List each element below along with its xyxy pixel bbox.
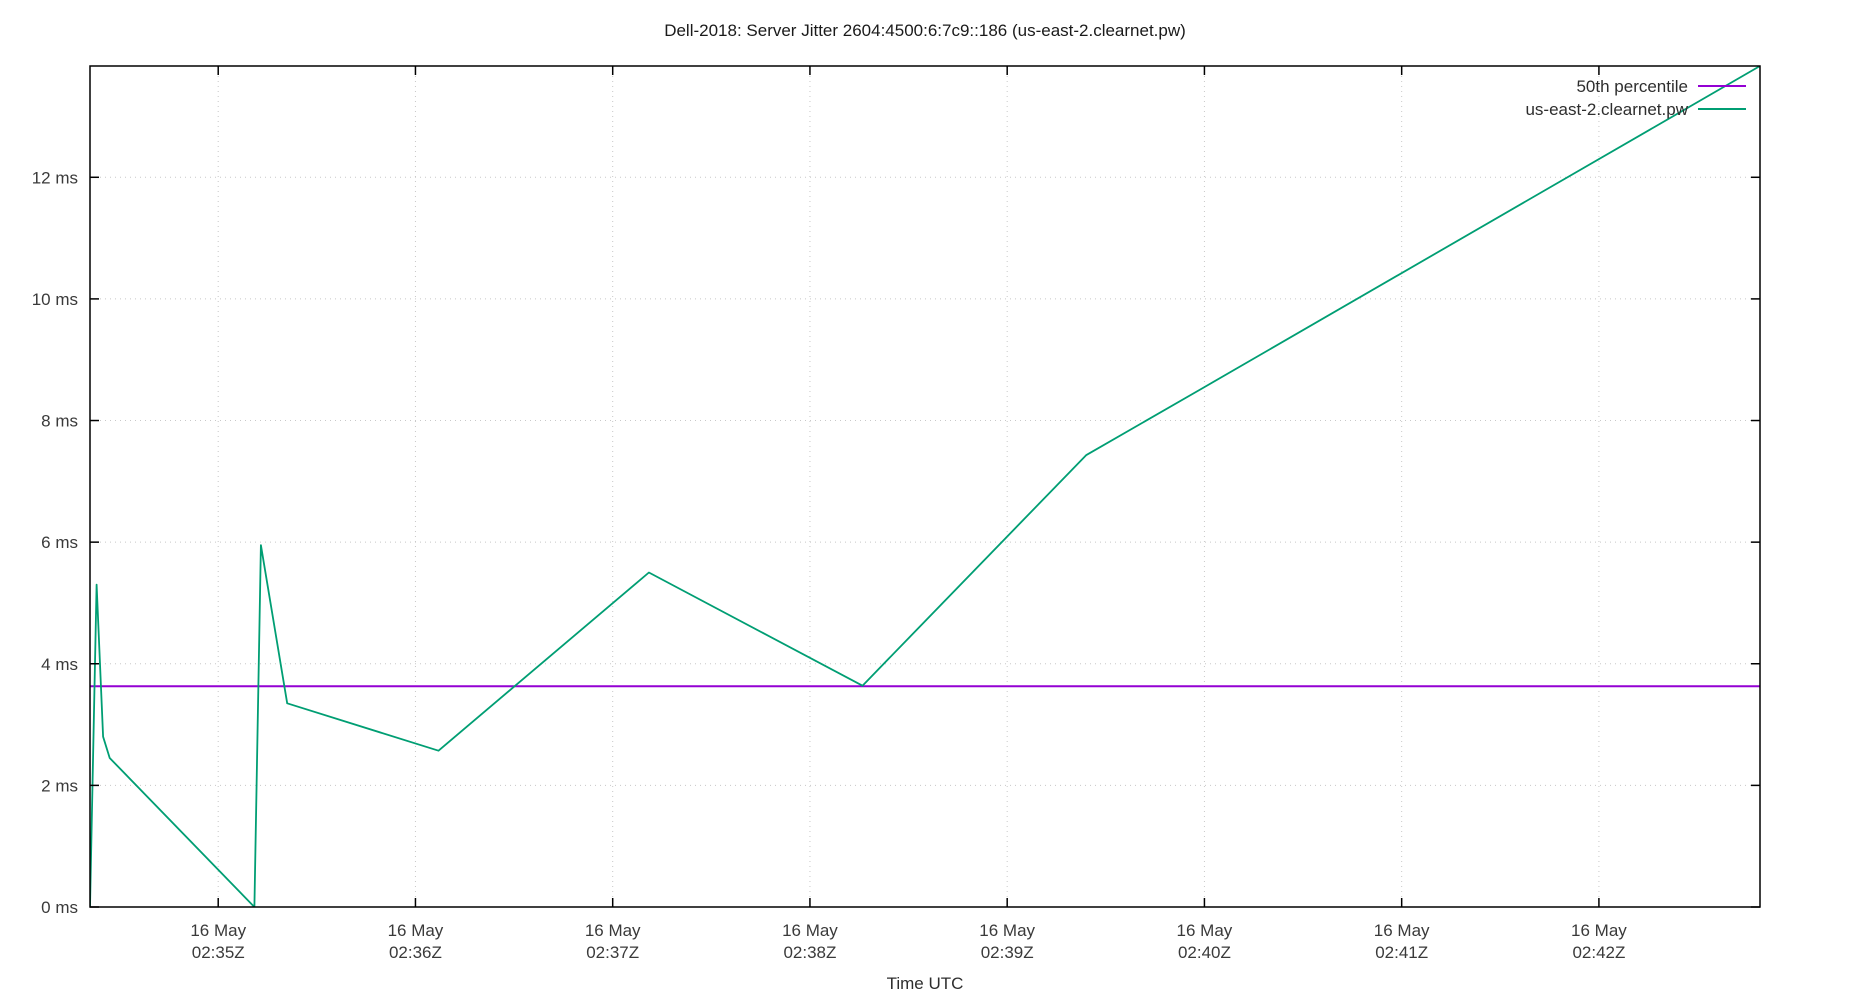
- x-tick-label-date: 16 May: [190, 921, 246, 940]
- data-line: [90, 66, 1760, 907]
- grid-layer: [90, 66, 1760, 907]
- y-tick-label: 10 ms: [32, 290, 78, 309]
- x-tick-label-time: 02:37Z: [586, 943, 639, 962]
- y-tick-label: 6 ms: [41, 533, 78, 552]
- y-tick-label: 2 ms: [41, 776, 78, 795]
- x-tick-label-time: 02:39Z: [981, 943, 1034, 962]
- legend-entry-label: 50th percentile: [1576, 77, 1688, 96]
- x-tick-label-time: 02:35Z: [192, 943, 245, 962]
- series-layer: [90, 66, 1760, 907]
- y-tick-label: 8 ms: [41, 412, 78, 431]
- tick-label-layer: 0 ms 2 ms 4 ms 6 ms 8 ms 10 ms 12 ms 16 May 02:3…: [32, 168, 1628, 962]
- x-tick-label-date: 16 May: [1177, 921, 1233, 940]
- x-tick-label-date: 16 May: [979, 921, 1035, 940]
- y-tick-label: 4 ms: [41, 655, 78, 674]
- axis-layer: [89, 65, 1761, 908]
- x-tick-label-time: 02:38Z: [783, 943, 836, 962]
- x-tick-label-date: 16 May: [782, 921, 838, 940]
- plot-border: [89, 65, 1761, 908]
- legend: 50th percentile us-east-2.clearnet.pw: [1525, 77, 1746, 119]
- chart-title: Dell-2018: Server Jitter 2604:4500:6:7c9…: [664, 21, 1186, 40]
- legend-entry: us-east-2.clearnet.pw: [1525, 100, 1746, 119]
- x-tick-label-time: 02:40Z: [1178, 943, 1231, 962]
- y-tick-label: 0 ms: [41, 898, 78, 917]
- x-axis-label: Time UTC: [887, 974, 964, 993]
- x-tick-label-time: 02:41Z: [1375, 943, 1428, 962]
- x-tick-label-time: 02:42Z: [1572, 943, 1625, 962]
- x-tick-label-time: 02:36Z: [389, 943, 442, 962]
- legend-entry: 50th percentile: [1576, 77, 1746, 96]
- x-tick-label-date: 16 May: [388, 921, 444, 940]
- x-tick-label-date: 16 May: [585, 921, 641, 940]
- x-tick-label-date: 16 May: [1374, 921, 1430, 940]
- x-tick-label-date: 16 May: [1571, 921, 1627, 940]
- legend-entry-label: us-east-2.clearnet.pw: [1525, 100, 1688, 119]
- y-tick-label: 12 ms: [32, 168, 78, 187]
